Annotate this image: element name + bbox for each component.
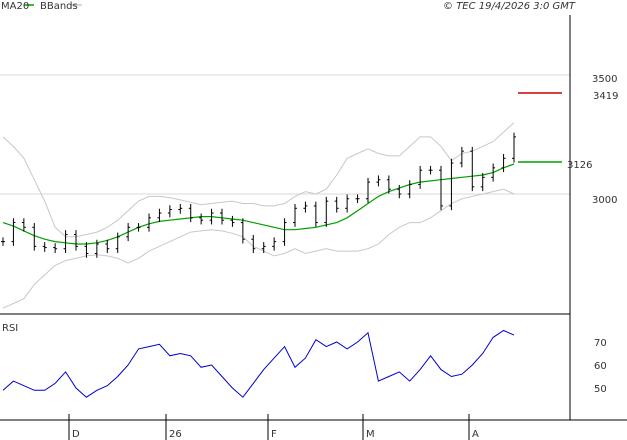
price-bar <box>105 239 110 254</box>
price-bar <box>449 158 454 211</box>
price-bar <box>470 146 475 192</box>
price-bar <box>147 213 151 232</box>
price-bar <box>251 234 256 254</box>
price-bar <box>366 177 370 204</box>
price-bar <box>334 196 339 213</box>
price-bar <box>199 213 204 225</box>
price-bar <box>386 175 391 194</box>
price-bar <box>501 154 506 173</box>
price-bar <box>407 180 412 199</box>
price-bar <box>230 215 235 227</box>
price-bar <box>439 165 443 211</box>
price-bar <box>84 242 89 258</box>
price-bar <box>157 208 162 223</box>
price-bar <box>376 175 381 187</box>
price-bar <box>491 163 496 182</box>
price-bar <box>115 232 120 254</box>
bband-lower-line <box>2 188 515 309</box>
price-bar <box>220 208 224 225</box>
price-bar <box>136 223 141 232</box>
bbands-legend-label: BBands <box>40 1 78 12</box>
price-bar <box>42 242 47 252</box>
copyright-label: © TEC 19/4/2026 3:0 GMT <box>443 1 576 12</box>
price-bar <box>32 223 37 251</box>
price-bar <box>397 184 402 199</box>
price-bar <box>63 230 68 254</box>
price-bar <box>293 203 297 227</box>
price-bar <box>480 173 485 192</box>
price-bar <box>303 201 308 213</box>
ma-current-label: 3126 <box>567 160 592 171</box>
price-bar <box>188 203 193 223</box>
bband-upper-line <box>2 122 515 238</box>
price-bar <box>209 208 214 225</box>
target-label: 3419 <box>593 91 618 102</box>
price-bar <box>53 243 58 254</box>
price-bar <box>11 218 16 246</box>
rsi-tick-label: 70 <box>594 338 607 349</box>
price-bar <box>94 239 99 258</box>
price-bar <box>345 194 350 213</box>
price-bar <box>313 201 318 227</box>
ma20-line <box>2 163 515 245</box>
x-tick-label: F <box>271 429 277 440</box>
price-bar <box>512 132 516 163</box>
price-bar <box>1 237 5 246</box>
price-bar <box>272 237 277 251</box>
price-bar <box>126 223 131 242</box>
price-bar <box>418 165 423 189</box>
price-bar <box>282 218 287 246</box>
rsi-line <box>2 329 515 398</box>
price-bar <box>459 146 464 168</box>
y-tick-label: 3000 <box>592 195 617 206</box>
price-bar <box>261 242 266 254</box>
price-bar <box>240 218 245 244</box>
price-bar <box>167 205 172 218</box>
x-tick-label: A <box>472 429 479 440</box>
x-tick-label: 26 <box>169 429 182 440</box>
price-bar <box>428 165 433 175</box>
rsi-tick-label: 50 <box>594 384 607 395</box>
price-bar <box>178 203 183 214</box>
x-tick-label: M <box>366 429 375 440</box>
price-bar <box>21 218 26 232</box>
price-bar <box>355 194 360 204</box>
rsi-panel-title: RSI <box>2 323 18 334</box>
x-tick-label: D <box>72 429 80 440</box>
rsi-tick-label: 60 <box>594 361 607 372</box>
price-bar <box>324 196 329 227</box>
y-tick-label: 3500 <box>592 74 617 85</box>
price-bar <box>74 230 78 251</box>
ma-legend-label: MA20 <box>1 1 29 12</box>
